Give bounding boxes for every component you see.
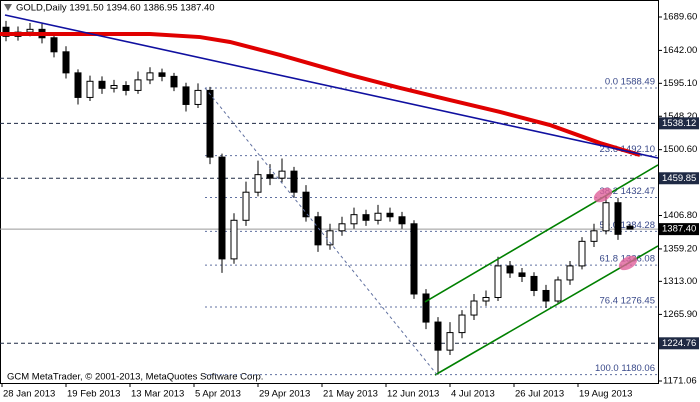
candle-body xyxy=(506,265,514,274)
candle-body xyxy=(62,51,70,74)
level-box xyxy=(659,117,699,130)
x-tick-label: 28 Jan 2013 xyxy=(3,389,55,400)
x-tick-label: 13 Mar 2013 xyxy=(131,389,184,400)
candle-body xyxy=(374,212,382,221)
y-tick-label: 1689.60 xyxy=(663,12,697,23)
fibo-label: 0.0 1588.49 xyxy=(605,76,655,87)
menu-arrow[interactable] xyxy=(4,4,12,11)
current-box xyxy=(659,223,699,236)
level-label: 1538.12 xyxy=(662,118,696,129)
candle-body xyxy=(290,170,298,193)
candle-body xyxy=(278,170,286,179)
candle-body xyxy=(338,223,346,232)
y-tick-label: 1406.80 xyxy=(663,210,697,221)
candle-body xyxy=(194,89,202,105)
candle-body xyxy=(302,191,310,218)
candle-body xyxy=(590,230,598,242)
candle-body xyxy=(530,275,538,291)
candle-body xyxy=(86,80,94,98)
chart-title: GOLD,Daily 1391.50 1394.60 1386.95 1387.… xyxy=(16,3,215,14)
footer: GCM MetaTrader, © 2001-2013, MetaQuotes … xyxy=(7,372,263,383)
level-label: 1459.85 xyxy=(662,173,696,184)
candle-body xyxy=(350,214,358,225)
candle-body xyxy=(542,289,550,302)
y-tick-label: 1548.20 xyxy=(663,111,697,122)
candle-body xyxy=(602,202,610,232)
level-box xyxy=(659,172,699,185)
level-box xyxy=(659,337,699,350)
candle-body xyxy=(230,219,238,260)
candle-body xyxy=(206,89,214,158)
candle-body xyxy=(362,214,370,221)
candle-body xyxy=(242,191,250,221)
candle-body xyxy=(494,265,502,298)
x-tick-label: 26 Jul 2013 xyxy=(515,389,564,400)
candle-body xyxy=(422,293,430,323)
y-tick-label: 1265.90 xyxy=(663,309,697,320)
candle-body xyxy=(122,85,130,91)
candle-body xyxy=(518,272,526,277)
candle-body xyxy=(254,174,262,193)
fibo-label: 38.2 1432.47 xyxy=(600,186,655,197)
candle-body xyxy=(386,212,394,218)
x-tick-label: 29 Apr 2013 xyxy=(259,389,310,400)
y-tick-label: 1642.00 xyxy=(663,45,697,56)
overlay-line xyxy=(424,164,659,303)
x-tick-label: 19 Feb 2013 xyxy=(67,389,120,400)
candle-body xyxy=(470,300,478,316)
candle-body xyxy=(134,79,142,91)
candle-body xyxy=(578,240,586,267)
y-tick-label: 1500.60 xyxy=(663,144,697,155)
fibo-label: 76.4 1276.45 xyxy=(600,296,655,307)
fibo-label: 50.0 1384.28 xyxy=(600,220,655,231)
candle-body xyxy=(2,26,10,37)
x-tick-label: 21 May 2013 xyxy=(323,389,378,400)
overlay-line xyxy=(204,87,438,375)
candle-body xyxy=(158,72,166,77)
y-tick-label: 1359.20 xyxy=(663,243,697,254)
candle-body xyxy=(566,265,574,281)
marker xyxy=(618,255,638,271)
candle-body xyxy=(458,314,466,334)
x-tick-label: 19 Aug 2013 xyxy=(579,389,632,400)
y-tick-label: 1171.06 xyxy=(663,376,697,387)
x-tick-label: 12 Jun 2013 xyxy=(387,389,439,400)
candle-body xyxy=(434,321,442,351)
candle-body xyxy=(74,72,82,98)
candle-body xyxy=(146,72,154,81)
x-tick-label: 4 Jul 2013 xyxy=(451,389,495,400)
candle-body xyxy=(314,216,322,246)
level-label: 1224.76 xyxy=(662,338,696,349)
candle-body xyxy=(614,202,622,235)
y-tick-label: 1313.00 xyxy=(663,276,697,287)
candle-body xyxy=(50,37,58,53)
x-tick-label: 5 Apr 2013 xyxy=(195,389,241,400)
candle-body xyxy=(626,225,634,230)
marker xyxy=(593,187,613,203)
overlay-line xyxy=(0,31,641,157)
candle-body xyxy=(182,86,190,105)
candle-body xyxy=(170,75,178,88)
candle-body xyxy=(482,296,490,302)
overlay-line xyxy=(4,14,659,159)
plot-frame xyxy=(0,0,659,384)
y-tick-label: 1595.10 xyxy=(663,78,697,89)
candle-body xyxy=(410,223,418,295)
candle-body xyxy=(110,85,118,89)
candle-body xyxy=(446,332,454,351)
candle-body xyxy=(98,80,106,89)
candle-body xyxy=(26,28,34,33)
current-label: 1387.40 xyxy=(662,224,696,235)
candle-body xyxy=(218,156,226,260)
fibo-label: 100.0 1180.06 xyxy=(595,363,655,374)
candle-body xyxy=(398,216,406,225)
candle-body xyxy=(266,174,274,179)
candle-body xyxy=(554,279,562,302)
candle-body xyxy=(326,230,334,246)
